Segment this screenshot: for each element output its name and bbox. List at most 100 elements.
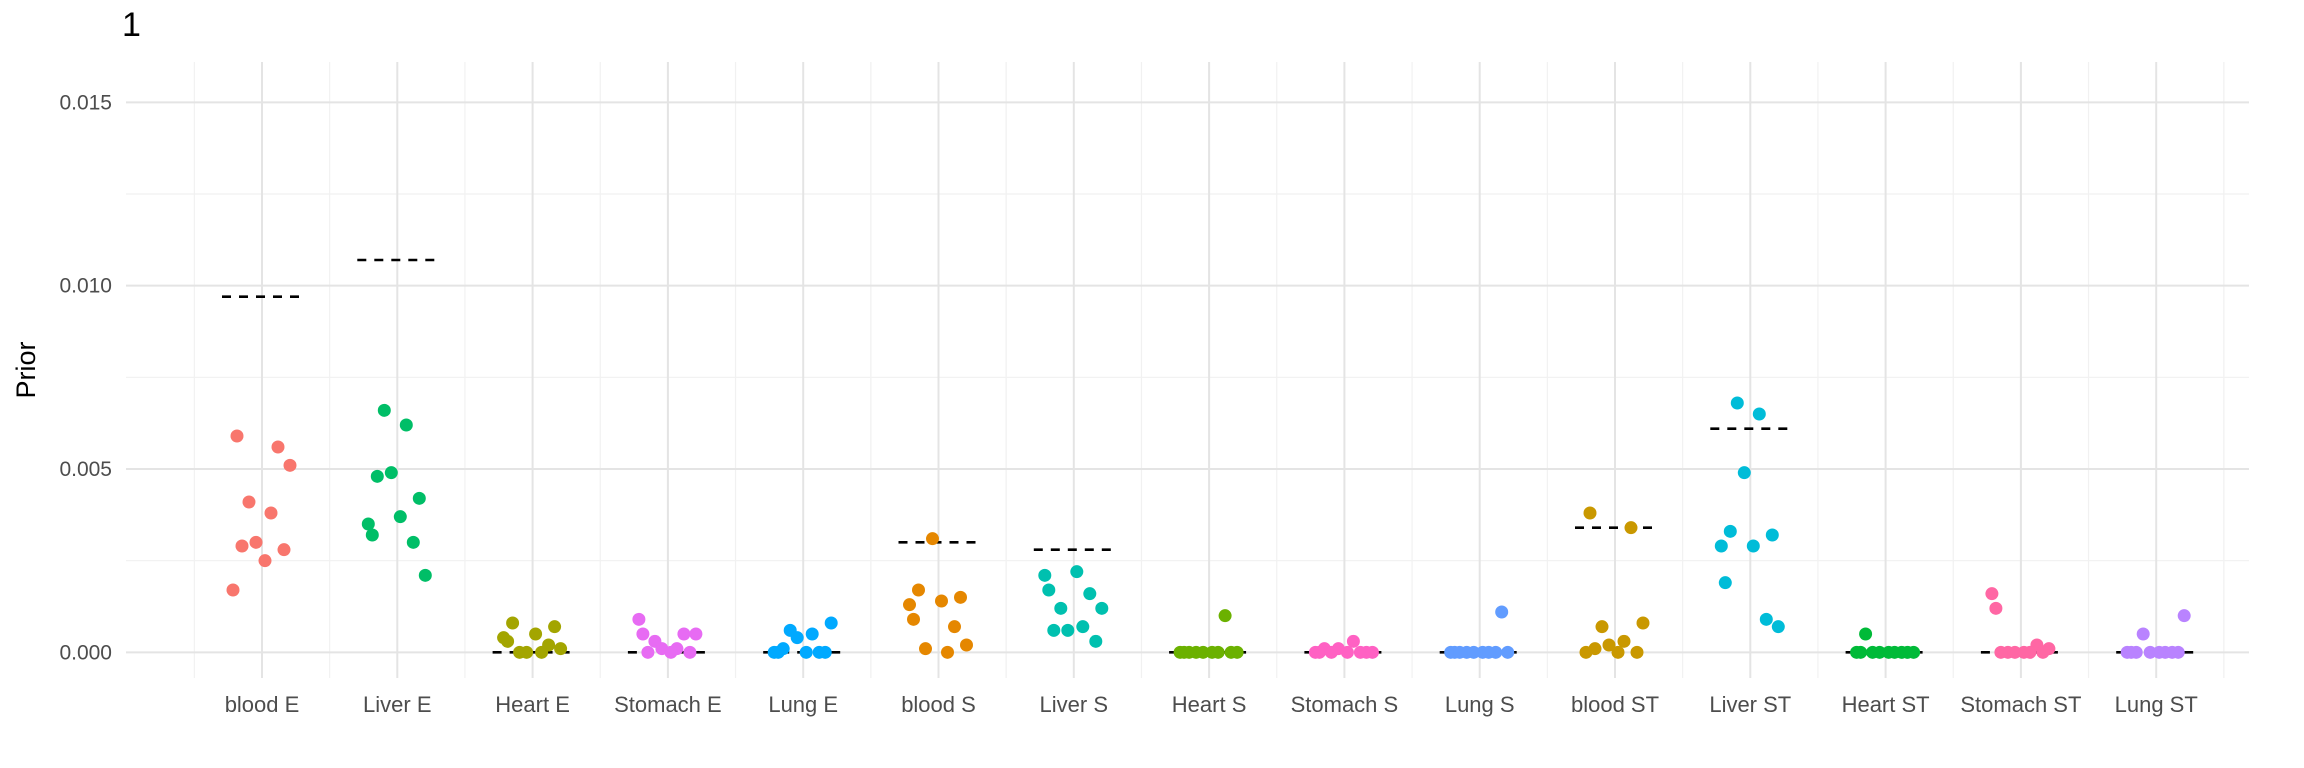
data-point xyxy=(406,535,420,549)
data-point xyxy=(1365,645,1379,659)
data-point xyxy=(1089,634,1103,648)
data-point xyxy=(1579,645,1593,659)
data-point xyxy=(529,627,543,641)
data-point xyxy=(1177,645,1191,659)
data-point xyxy=(2152,645,2166,659)
data-point xyxy=(1630,645,1644,659)
data-point xyxy=(235,539,249,553)
data-point xyxy=(258,554,272,568)
data-point xyxy=(1752,407,1766,421)
data-point xyxy=(1501,645,1515,659)
data-point xyxy=(548,620,562,634)
data-point xyxy=(1771,620,1785,634)
x-tick-label: Lung E xyxy=(768,692,838,717)
data-point xyxy=(377,403,391,417)
data-point xyxy=(1205,645,1219,659)
data-point xyxy=(1611,645,1625,659)
x-tick-label: Liver E xyxy=(363,692,431,717)
x-tick-label: Stomach E xyxy=(614,692,722,717)
data-point xyxy=(771,645,785,659)
data-point xyxy=(1340,645,1354,659)
data-point xyxy=(632,612,646,626)
data-point xyxy=(230,429,244,443)
data-point xyxy=(1218,609,1232,623)
data-point xyxy=(1042,583,1056,597)
data-point xyxy=(1583,506,1597,520)
data-point xyxy=(412,491,426,505)
data-point xyxy=(1083,587,1097,601)
data-point xyxy=(1595,620,1609,634)
y-axis-label: Prior xyxy=(11,341,41,398)
data-point xyxy=(919,642,932,656)
y-tick-label: 0.010 xyxy=(59,275,112,298)
y-tick-label: 0.015 xyxy=(59,91,112,114)
x-tick-label: Lung ST xyxy=(2115,692,2198,717)
data-point xyxy=(2136,627,2150,641)
y-tick-label: 0.000 xyxy=(59,641,112,664)
data-point xyxy=(2008,645,2022,659)
data-point xyxy=(1765,528,1779,542)
data-point xyxy=(1985,587,1999,601)
data-point xyxy=(1076,620,1090,634)
data-point xyxy=(1730,396,1744,410)
x-tick-label: Lung S xyxy=(1445,692,1515,717)
data-point xyxy=(384,466,398,480)
data-point xyxy=(1617,634,1631,648)
x-tick-label: Liver S xyxy=(1040,692,1108,717)
data-point xyxy=(1061,623,1075,637)
data-point xyxy=(1873,645,1887,659)
data-point xyxy=(948,620,961,634)
data-point xyxy=(271,440,285,454)
data-point xyxy=(1737,466,1751,480)
x-tick-label: blood ST xyxy=(1571,692,1659,717)
data-point xyxy=(1495,605,1509,619)
data-point xyxy=(799,645,813,659)
data-point xyxy=(935,594,948,608)
data-point xyxy=(1602,638,1616,652)
data-point xyxy=(1482,645,1496,659)
data-point xyxy=(1070,565,1084,579)
data-point xyxy=(2165,645,2179,659)
data-point xyxy=(1854,645,1868,659)
data-point xyxy=(2143,645,2157,659)
x-tick-label: blood E xyxy=(225,692,300,717)
y-tick-label: 0.005 xyxy=(59,458,112,481)
data-point xyxy=(941,645,954,659)
x-tick-label: Liver ST xyxy=(1709,692,1791,717)
data-point xyxy=(677,627,691,641)
data-point xyxy=(954,590,967,604)
data-point xyxy=(790,631,804,645)
data-point xyxy=(1038,568,1052,582)
data-point xyxy=(1907,645,1921,659)
x-tick-label: Heart S xyxy=(1172,692,1247,717)
data-point xyxy=(2017,645,2031,659)
data-point xyxy=(2036,645,2050,659)
data-point xyxy=(554,642,568,656)
data-point xyxy=(1859,627,1873,641)
data-point xyxy=(907,612,920,626)
data-point xyxy=(1196,645,1210,659)
x-tick-label: Stomach ST xyxy=(1960,692,2081,717)
data-point xyxy=(812,645,826,659)
data-point xyxy=(1994,645,2008,659)
data-point xyxy=(1324,645,1338,659)
data-point xyxy=(912,583,925,597)
data-point xyxy=(1054,601,1068,615)
data-point xyxy=(520,645,534,659)
data-point xyxy=(1989,601,2003,615)
data-point xyxy=(1095,601,1109,615)
data-point xyxy=(1759,612,1773,626)
data-point xyxy=(641,645,655,659)
data-point xyxy=(283,458,297,472)
data-point xyxy=(664,645,678,659)
data-point xyxy=(418,568,432,582)
data-point xyxy=(1353,645,1367,659)
x-tick-label: Heart E xyxy=(495,692,570,717)
data-point xyxy=(1723,524,1737,538)
x-tick-label: Heart ST xyxy=(1842,692,1930,717)
data-point xyxy=(1718,576,1732,590)
data-point xyxy=(242,495,256,509)
data-point xyxy=(926,532,939,546)
data-point xyxy=(1312,645,1326,659)
